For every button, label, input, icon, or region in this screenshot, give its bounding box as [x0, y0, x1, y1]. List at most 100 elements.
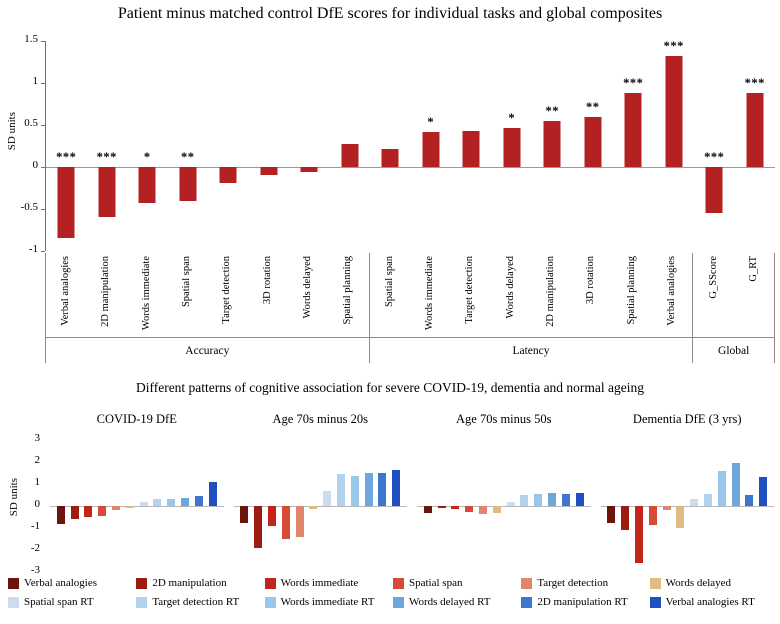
chart-legend: Verbal analogies 2D manipulation Words imm… — [8, 577, 778, 608]
category-slot: Verbal analogies — [652, 253, 692, 337]
bar-slot — [265, 440, 279, 572]
bar-slot — [462, 440, 476, 572]
bar-slot — [137, 440, 151, 572]
bar — [309, 506, 318, 510]
bar — [584, 116, 602, 167]
legend-swatch — [649, 596, 661, 608]
bar-slot — [573, 440, 587, 572]
bar-slot — [348, 440, 362, 572]
legend-label: Target detection RT — [152, 596, 240, 608]
bar — [179, 167, 197, 201]
bar-slot — [687, 440, 701, 572]
legend-label: Spatial span — [408, 577, 463, 589]
bar — [208, 481, 217, 506]
bar — [676, 506, 685, 528]
legend-swatch — [392, 577, 404, 589]
y-tick-label: 0 — [34, 498, 41, 510]
bar — [503, 128, 521, 167]
chart-panel — [417, 440, 591, 572]
bar — [181, 498, 190, 506]
y-tick-label: 1.5 — [24, 33, 38, 45]
bar-slot — [421, 440, 435, 572]
legend-item: Words delayed — [649, 577, 778, 589]
bar — [621, 506, 630, 531]
zero-axis-line — [233, 506, 407, 507]
bar-slot: * — [127, 41, 168, 251]
bar-slot — [715, 440, 729, 572]
bar — [267, 506, 276, 526]
category-label: Words immediate — [424, 256, 436, 331]
category-slot: 3D rotation — [571, 253, 611, 337]
bottom-plot — [50, 440, 774, 572]
bar-slot: *** — [613, 41, 654, 251]
bar — [759, 477, 768, 506]
bar-slot — [362, 440, 376, 572]
legend-item: Words delayed RT — [392, 596, 521, 608]
group-label: Latency — [512, 344, 550, 357]
bar — [364, 473, 373, 506]
bar-slot — [476, 440, 490, 572]
significance-stars: *** — [744, 76, 765, 91]
bar — [194, 496, 203, 506]
bar — [295, 506, 304, 537]
legend-swatch — [264, 596, 276, 608]
bar-slot — [178, 440, 192, 572]
category-slot: 2D manipulation — [86, 253, 126, 337]
bar-group: *** *** * ** — [46, 41, 370, 251]
bar-slot: ** — [168, 41, 209, 251]
zero-axis-line — [600, 506, 774, 507]
category-slot: Words immediate — [410, 253, 450, 337]
bar — [575, 492, 584, 506]
bar — [437, 506, 446, 509]
bar-slot — [208, 41, 249, 251]
category-label: Verbal analogies — [666, 256, 678, 326]
legend-label: 2D manipulation — [152, 577, 227, 589]
bar — [336, 474, 345, 506]
legend-swatch — [8, 596, 19, 608]
bar-slot — [559, 440, 573, 572]
bar — [378, 473, 387, 506]
y-tick-mark — [41, 41, 45, 42]
legend-swatch — [136, 596, 148, 608]
category-slot: Spatial planning — [612, 253, 652, 337]
bar — [98, 506, 107, 516]
category-slot: Words delayed — [288, 253, 328, 337]
bar — [745, 495, 754, 506]
legend-label: 2D manipulation RT — [537, 596, 628, 608]
bar — [648, 506, 657, 525]
chart-panel — [600, 440, 774, 572]
panel-title: Age 70s minus 20s — [272, 412, 369, 426]
bar — [139, 501, 148, 506]
bar — [381, 148, 399, 167]
y-tick-label: -2 — [30, 542, 40, 554]
group-label-row: Global — [693, 337, 775, 363]
bar — [423, 506, 432, 513]
bar-slot: *** — [694, 41, 735, 251]
bar-slot — [504, 440, 518, 572]
legend-swatch — [392, 596, 404, 608]
legend-item: Verbal analogies — [8, 577, 136, 589]
category-label: Target detection — [464, 256, 476, 324]
y-tick-mark — [41, 125, 45, 126]
bar — [520, 495, 529, 506]
axis-group: G_SScore G_RT Global — [693, 253, 776, 363]
legend-label: Words delayed RT — [408, 596, 491, 608]
bar — [624, 93, 642, 167]
legend-swatch — [264, 577, 276, 589]
bar — [219, 167, 237, 183]
bar-slot — [518, 440, 532, 572]
bar — [350, 476, 359, 506]
bar-slot — [109, 440, 123, 572]
bar — [112, 506, 121, 511]
bottom-figure: Different patterns of cognitive associat… — [0, 370, 780, 624]
bar — [392, 469, 401, 506]
bar-slot: *** — [654, 39, 695, 251]
bar-slot — [545, 440, 559, 572]
category-slot: Verbal analogies — [46, 253, 86, 337]
panel-title: Dementia DfE (3 yrs) — [632, 412, 742, 426]
bar-slot — [531, 440, 545, 572]
category-label: 3D rotation — [261, 256, 273, 305]
bar-slot — [389, 440, 403, 572]
bar-slot: *** — [46, 41, 87, 251]
bar — [451, 506, 460, 510]
